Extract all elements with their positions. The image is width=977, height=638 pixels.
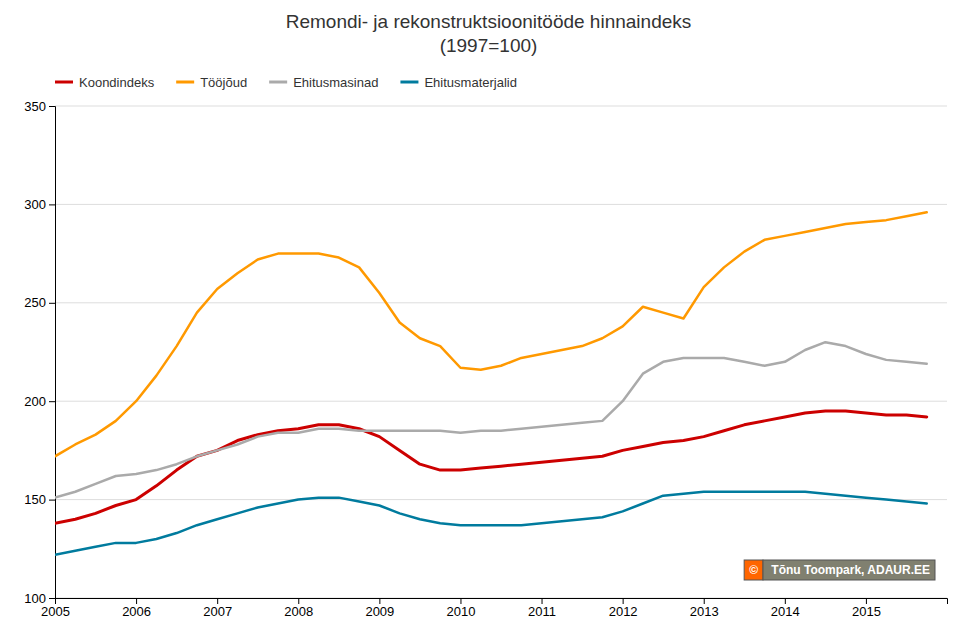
tick-label: 2012	[609, 604, 638, 619]
tick-label: 2011	[528, 604, 556, 619]
tick: 150	[24, 492, 55, 507]
tick-label: 2009	[365, 604, 394, 619]
tick-mark	[379, 598, 380, 604]
legend-item: Ehitusmasinad	[269, 75, 378, 90]
tick: 2014	[771, 598, 800, 619]
annotation: ©	[749, 563, 758, 577]
grid-line	[55, 401, 947, 402]
series-line	[55, 212, 927, 456]
grid-line	[55, 499, 947, 500]
tick: 2013	[690, 598, 719, 619]
tick-label: 2015	[852, 604, 881, 619]
tick-mark	[49, 401, 55, 402]
tick: 200	[24, 394, 55, 409]
annotation-box	[763, 560, 935, 580]
tick-label: 100	[24, 591, 46, 606]
title: Remondi- ja rekonstruktsioonitööde hinna…	[286, 11, 692, 56]
watermark: © Tõnu Toompark, ADAUR.EE	[744, 560, 935, 580]
tick-mark	[704, 598, 705, 604]
legend-item: Tööjõud	[176, 75, 247, 90]
legend-swatch	[176, 81, 194, 84]
tick-label: 2014	[771, 604, 800, 619]
series-line	[55, 492, 927, 555]
tick-label: 2007	[203, 604, 232, 619]
annotation: Tõnu Toompark, ADAUR.EE	[768, 563, 930, 577]
tick-label: 2010	[446, 604, 475, 619]
tick-mark	[49, 303, 55, 304]
tick-label: 250	[24, 295, 46, 310]
tick-mark	[217, 598, 218, 604]
axis-line	[56, 599, 948, 605]
tick-label: 300	[24, 197, 46, 212]
tick-label: 2008	[284, 604, 313, 619]
y-axis: 100 150 200 250 300 350	[24, 99, 55, 606]
legend-swatch	[400, 81, 418, 84]
tick-mark	[623, 598, 624, 604]
tick: 2011	[528, 598, 556, 619]
grid-line	[55, 302, 947, 303]
tick-label: 2006	[122, 604, 151, 619]
title-line: (1997=100)	[440, 35, 538, 56]
grid-line	[55, 106, 947, 107]
chart: Remondi- ja rekonstruktsioonitööde hinna…	[0, 0, 977, 638]
legend-item: Ehitusmaterjalid	[400, 75, 517, 90]
grid	[55, 106, 947, 598]
tick-mark	[785, 598, 786, 604]
tick: 2015	[852, 598, 881, 619]
tick-label: 150	[24, 492, 46, 507]
legend-label: Ehitusmaterjalid	[424, 75, 517, 90]
legend-label: Ehitusmasinad	[293, 75, 378, 90]
x-axis: 2005 2006 2007 2008 2009 2010 2011 2012 2013 2014…	[41, 598, 947, 619]
tick-mark	[460, 598, 461, 604]
lines	[55, 212, 927, 554]
tick-mark	[49, 204, 55, 205]
tick-mark	[136, 598, 137, 604]
tick: 2007	[203, 598, 232, 619]
tick: 2006	[122, 598, 151, 619]
tick-label: 350	[24, 99, 46, 114]
legend-label: Tööjõud	[200, 75, 247, 90]
tick: 2008	[284, 598, 313, 619]
tick: 100	[24, 591, 55, 606]
grid-line	[55, 204, 947, 205]
tick-mark	[49, 106, 55, 107]
tick: 300	[24, 197, 55, 212]
axis-line	[49, 107, 56, 599]
legend-label: Koondindeks	[79, 75, 155, 90]
tick-label: 200	[24, 394, 46, 409]
tick: 2010	[446, 598, 475, 619]
tick-mark	[49, 598, 55, 599]
tick-mark	[542, 598, 543, 604]
legend-item: Koondindeks	[55, 75, 155, 90]
legend-swatch	[55, 81, 73, 84]
legend-swatch	[269, 81, 287, 84]
tick-mark	[49, 500, 55, 501]
tick-label: 2013	[690, 604, 719, 619]
tick-mark	[298, 598, 299, 604]
tick: 350	[24, 99, 55, 114]
tick: 2012	[609, 598, 638, 619]
annotation-box	[744, 560, 763, 580]
tick: 2009	[365, 598, 394, 619]
plot: 2005 2006 2007 2008 2009 2010 2011 2012 2013 2014…	[24, 99, 947, 620]
legend: Koondindeks Tööjõud Ehitusmasinad Ehitusmat…	[55, 75, 517, 90]
series-line	[55, 342, 927, 497]
series-line	[55, 411, 927, 523]
title-line: Remondi- ja rekonstruktsioonitööde hinna…	[286, 11, 692, 32]
tick: 250	[24, 295, 55, 310]
tick-label: 2005	[41, 604, 70, 619]
tick-mark	[866, 598, 867, 604]
